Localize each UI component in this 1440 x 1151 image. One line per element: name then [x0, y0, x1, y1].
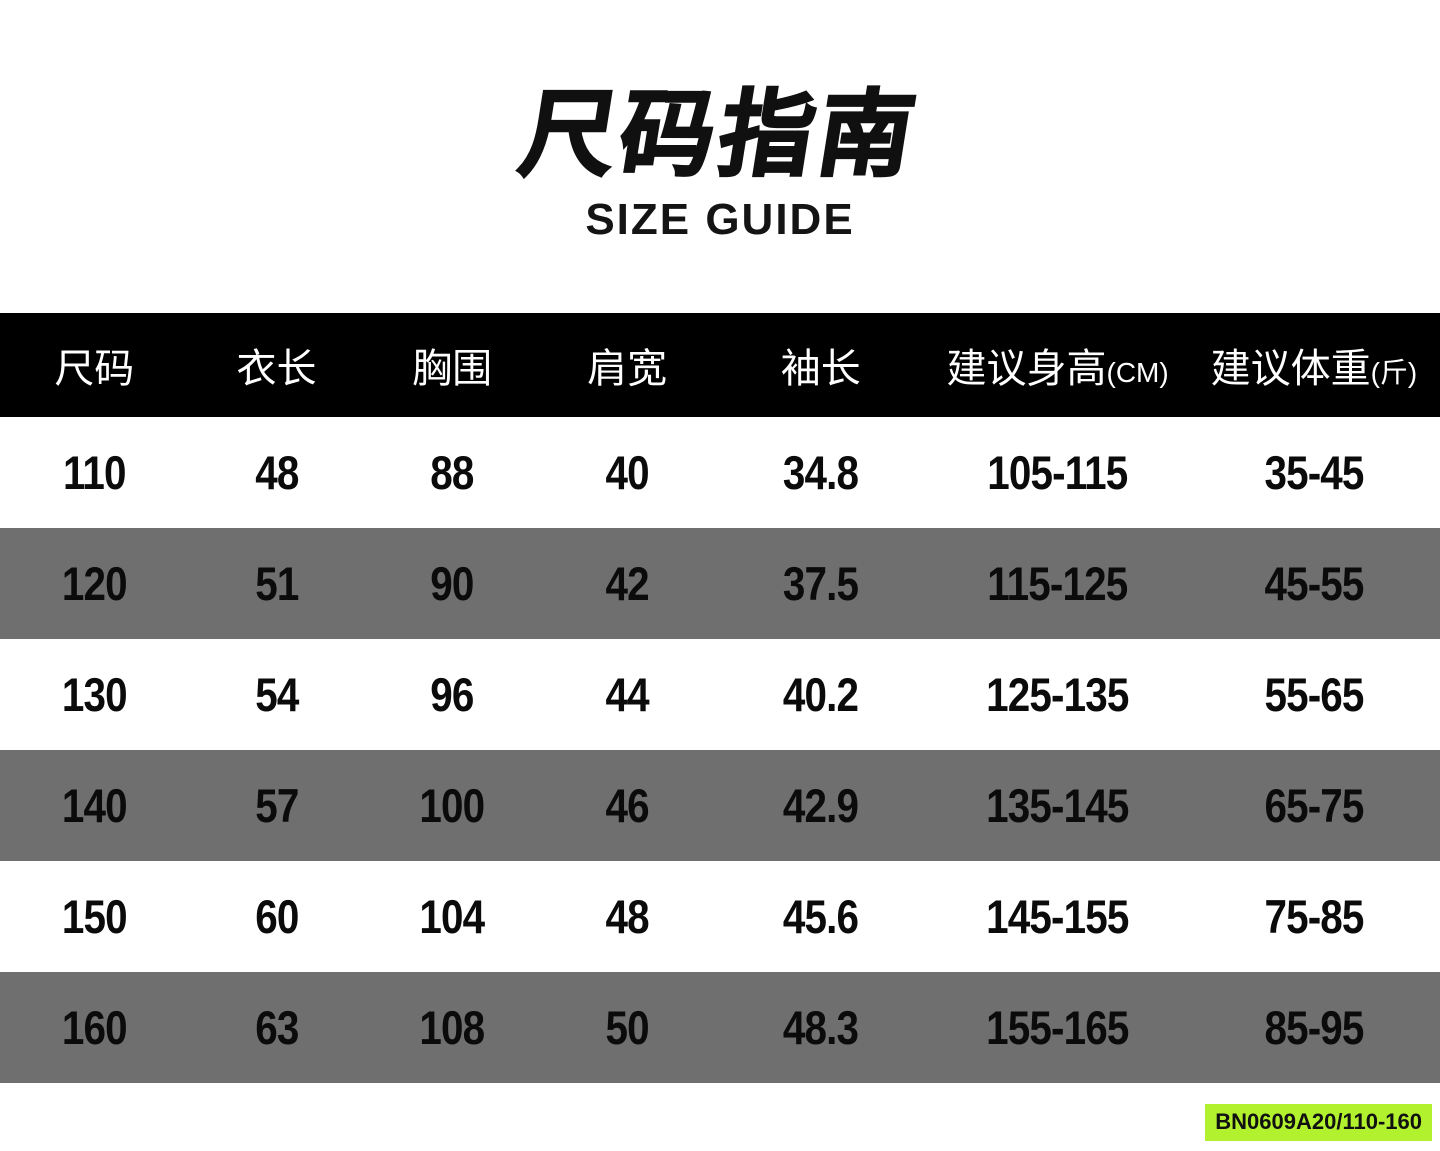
- table-row-150: 150 60 104 48 45.6 145-155 75-85: [0, 861, 1440, 972]
- table-cell: 140: [61, 779, 128, 832]
- column-header-sleeve: 袖长: [780, 347, 861, 391]
- table-cell: 34.8: [783, 446, 859, 499]
- table-cell: 108: [419, 1001, 486, 1054]
- table-cell: 57: [254, 779, 299, 832]
- table-cell: 96: [430, 668, 475, 721]
- table-cell: 48: [254, 446, 299, 499]
- table-cell: 37.5: [783, 557, 859, 610]
- column-header-chest: 胸围: [412, 347, 493, 391]
- table-cell: 110: [62, 446, 126, 499]
- table-cell: 54: [254, 668, 299, 721]
- table-cell: 40: [605, 446, 649, 499]
- table-cell: 125-135: [986, 668, 1129, 721]
- table-cell: 65-75: [1264, 779, 1364, 832]
- table-cell: 42.9: [783, 779, 859, 832]
- table-cell: 46: [605, 779, 649, 832]
- table-cell: 75-85: [1264, 890, 1364, 943]
- table-cell: 130: [61, 668, 128, 721]
- table-row-130: 130 54 96 44 40.2 125-135 55-65: [0, 639, 1440, 750]
- table-cell: 155-165: [986, 1001, 1129, 1054]
- column-header-size: 尺码: [54, 347, 135, 391]
- page-subtitle: SIZE GUIDE: [585, 195, 855, 244]
- table-row-110: 110 48 88 40 34.8 105-115 35-45: [0, 417, 1440, 528]
- table-cell: 100: [419, 779, 486, 832]
- table-cell: 42: [605, 557, 649, 610]
- table-row-120: 120 51 90 42 37.5 115-125 45-55: [0, 528, 1440, 639]
- table-body: 110 48 88 40 34.8 105-115 35-45 120 51 9…: [0, 417, 1440, 1083]
- table-cell: 44: [605, 668, 649, 721]
- table-header-row: 尺码 衣长 胸围 肩宽 袖长 建议身高(CM) 建议体重(斤): [0, 313, 1440, 417]
- table-row-160: 160 63 108 50 48.3 155-165 85-95: [0, 972, 1440, 1083]
- table-cell: 88: [430, 446, 475, 499]
- table-cell: 150: [61, 890, 128, 943]
- table-cell: 55-65: [1264, 668, 1364, 721]
- table-cell: 48: [605, 890, 649, 943]
- sku-tag: BN0609A20/110-160: [1205, 1104, 1432, 1141]
- table-cell: 90: [430, 557, 475, 610]
- column-header-garment-length: 衣长: [236, 347, 317, 391]
- table-cell: 104: [419, 890, 486, 943]
- table-row-140: 140 57 100 46 42.9 135-145 65-75: [0, 750, 1440, 861]
- table-cell: 40.2: [783, 668, 859, 721]
- table-cell: 135-145: [986, 779, 1129, 832]
- table-cell: 60: [254, 890, 299, 943]
- table-cell: 45-55: [1264, 557, 1364, 610]
- table-cell: 48.3: [783, 1001, 859, 1054]
- size-table: 尺码 衣长 胸围 肩宽 袖长 建议身高(CM) 建议体重(斤) 110 48 8…: [0, 313, 1440, 1083]
- table-cell: 50: [605, 1001, 649, 1054]
- table-cell: 35-45: [1264, 446, 1364, 499]
- table-cell: 120: [61, 557, 128, 610]
- column-header-weight: 建议体重(斤): [1210, 347, 1418, 391]
- column-header-shoulder: 肩宽: [587, 347, 668, 391]
- table-cell: 105-115: [987, 446, 1129, 499]
- table-cell: 85-95: [1264, 1001, 1364, 1054]
- title-block: 尺码指南 SIZE GUIDE: [0, 0, 1440, 242]
- table-cell: 51: [254, 557, 299, 610]
- table-cell: 145-155: [986, 890, 1129, 943]
- table-cell: 115-125: [987, 557, 1129, 610]
- page-title: 尺码指南: [512, 81, 927, 189]
- table-cell: 45.6: [783, 890, 859, 943]
- table-cell: 160: [61, 1001, 128, 1054]
- column-header-height: 建议身高(CM): [946, 347, 1169, 391]
- table-cell: 63: [254, 1001, 299, 1054]
